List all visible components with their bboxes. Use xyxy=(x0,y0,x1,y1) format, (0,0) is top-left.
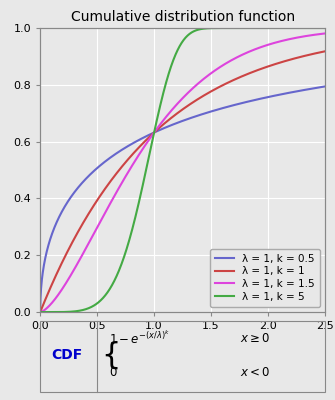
λ = 1, k = 1 xyxy=(234,77,238,82)
Line: λ = 1, k = 0.5: λ = 1, k = 0.5 xyxy=(40,86,325,312)
λ = 1, k = 1.5 xyxy=(323,31,327,36)
Text: $x < 0$: $x < 0$ xyxy=(240,366,270,379)
λ = 1, k = 1.5 xyxy=(265,42,269,47)
λ = 1, k = 5 xyxy=(273,26,277,30)
λ = 1, k = 5 xyxy=(38,310,42,314)
λ = 1, k = 1.5 xyxy=(67,275,71,280)
λ = 1, k = 1 xyxy=(67,246,71,250)
λ = 1, k = 5 xyxy=(163,82,168,87)
Text: $0$: $0$ xyxy=(109,366,117,379)
λ = 1, k = 0.5 xyxy=(234,102,238,107)
λ = 1, k = 1 xyxy=(265,64,269,69)
λ = 1, k = 1 xyxy=(153,129,157,134)
λ = 1, k = 1.5 xyxy=(163,115,168,120)
λ = 1, k = 1.5 xyxy=(153,128,157,133)
λ = 1, k = 5 xyxy=(153,124,157,129)
Line: λ = 1, k = 1.5: λ = 1, k = 1.5 xyxy=(40,34,325,312)
Text: CDF: CDF xyxy=(52,348,83,362)
λ = 1, k = 0.5 xyxy=(265,95,269,100)
λ = 1, k = 1 xyxy=(260,66,264,71)
Title: Cumulative distribution function: Cumulative distribution function xyxy=(70,10,295,24)
λ = 1, k = 5 xyxy=(265,26,269,30)
λ = 1, k = 1 xyxy=(163,120,168,125)
λ = 1, k = 0.5 xyxy=(163,125,168,130)
λ = 1, k = 1.5 xyxy=(38,310,42,314)
Text: $x \geq 0$: $x \geq 0$ xyxy=(240,332,270,345)
λ = 1, k = 1.5 xyxy=(234,56,238,60)
λ = 1, k = 0.5 xyxy=(323,84,327,89)
Legend: λ = 1, k = 0.5, λ = 1, k = 1, λ = 1, k = 1.5, λ = 1, k = 5: λ = 1, k = 0.5, λ = 1, k = 1, λ = 1, k =… xyxy=(210,249,320,307)
Line: λ = 1, k = 1: λ = 1, k = 1 xyxy=(40,51,325,312)
Line: λ = 1, k = 5: λ = 1, k = 5 xyxy=(40,28,325,312)
λ = 1, k = 0.5 xyxy=(260,96,264,101)
Text: $1 - e^{-(x/\lambda)^k}$: $1 - e^{-(x/\lambda)^k}$ xyxy=(109,330,170,347)
λ = 1, k = 1 xyxy=(38,310,42,314)
λ = 1, k = 0.5 xyxy=(38,310,42,314)
λ = 1, k = 1.5 xyxy=(260,44,264,49)
λ = 1, k = 5 xyxy=(234,26,238,30)
λ = 1, k = 0.5 xyxy=(67,197,71,202)
λ = 1, k = 0.5 xyxy=(153,130,157,134)
λ = 1, k = 5 xyxy=(260,26,264,30)
λ = 1, k = 1 xyxy=(323,49,327,54)
Text: $\{$: $\{$ xyxy=(102,339,119,371)
λ = 1, k = 5 xyxy=(67,309,71,314)
λ = 1, k = 5 xyxy=(323,26,327,30)
